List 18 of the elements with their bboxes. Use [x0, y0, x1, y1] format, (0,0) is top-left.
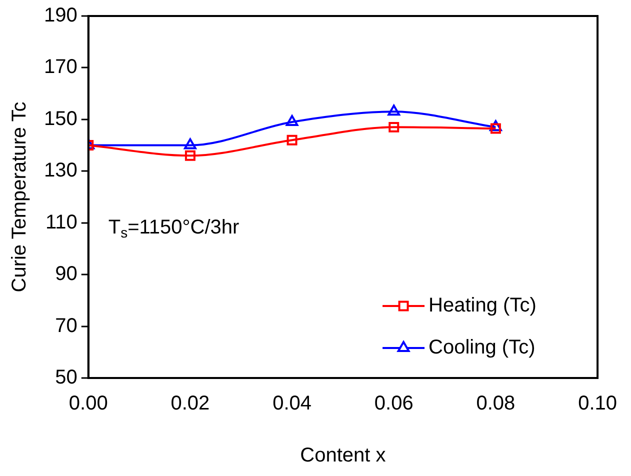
x-axis-title: Content x	[300, 444, 386, 467]
y-tick-label: 130	[44, 160, 78, 182]
y-axis-title: Curie Temperature Tc	[8, 102, 31, 292]
x-tick-label: 0.02	[170, 392, 210, 415]
legend-label: Cooling (Tc)	[428, 336, 536, 359]
y-tick-label: 110	[45, 211, 78, 234]
y-tick-label: 150	[44, 108, 78, 130]
x-tick-label: 0.00	[68, 392, 108, 415]
x-tick-label: 0.06	[374, 392, 414, 415]
y-tick-label: 90	[55, 263, 78, 286]
y-tick-label: 50	[55, 366, 78, 389]
y-tick-label: 190	[44, 4, 78, 27]
x-tick-label: 0.08	[476, 392, 516, 415]
x-tick-label: 0.04	[272, 392, 312, 415]
x-tick-label: 0.10	[578, 392, 618, 415]
y-tick-label: 170	[44, 56, 78, 78]
legend-label: Heating (Tc)	[428, 294, 536, 317]
y-tick-label: 70	[55, 314, 78, 337]
